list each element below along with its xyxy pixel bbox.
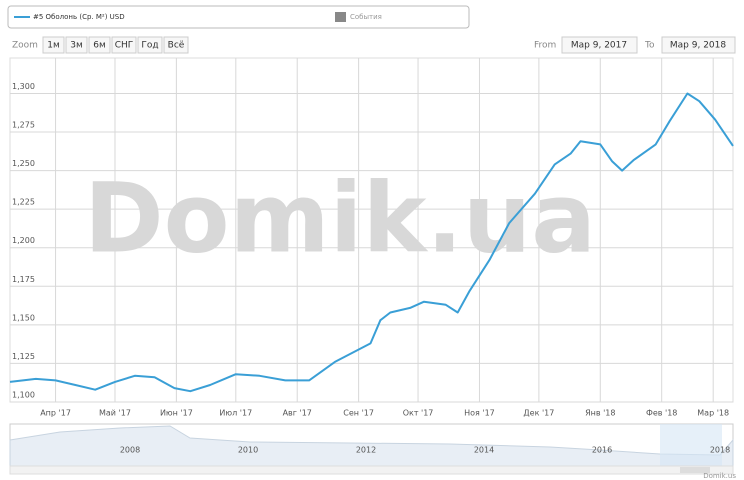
x-tick-label: Сен '17 xyxy=(343,409,374,418)
navigator-window[interactable] xyxy=(660,424,722,466)
navigator-label: 2014 xyxy=(474,446,494,455)
zoom-button-label[interactable]: Всё xyxy=(168,41,185,51)
navigator-area xyxy=(9,425,734,467)
x-tick-label: Апр '17 xyxy=(40,409,71,418)
legend-box xyxy=(7,5,470,29)
zoom-button[interactable] xyxy=(137,36,163,54)
from-input[interactable] xyxy=(561,36,638,54)
events-swatch xyxy=(335,12,346,22)
x-tick-label: Авг '17 xyxy=(283,409,312,418)
watermark: Domik.ua xyxy=(84,162,596,274)
events-label[interactable]: События xyxy=(350,13,382,21)
y-tick-label: 1,175 xyxy=(12,275,35,284)
zoom-button[interactable] xyxy=(111,36,137,54)
from-value[interactable]: Map 9, 2017 xyxy=(571,41,627,51)
y-tick-label: 1,150 xyxy=(12,313,35,322)
y-tick-label: 1,300 xyxy=(12,82,35,91)
plot xyxy=(9,92,734,393)
to-input[interactable] xyxy=(661,36,736,54)
zoom-button-label[interactable]: Год xyxy=(141,41,158,51)
zoom-button-label[interactable]: СНГ xyxy=(115,41,134,51)
x-tick-label: Янв '18 xyxy=(585,409,615,418)
zoom-button[interactable] xyxy=(42,36,65,54)
navigator-label: 2010 xyxy=(238,446,258,455)
x-tick-label: Фев '18 xyxy=(646,409,677,418)
to-value[interactable]: Map 9, 2018 xyxy=(670,41,726,51)
zoom-button[interactable] xyxy=(88,36,111,54)
x-tick-label: Июл '17 xyxy=(219,409,252,418)
x-tick-label: Дек '17 xyxy=(523,409,554,418)
zoom-buttons: 1м 3м 6м СНГ Год Всё xyxy=(42,36,189,54)
zoom-button[interactable] xyxy=(65,36,88,54)
navigator-labels: 2008 2010 2012 2014 2016 2018 xyxy=(120,446,730,455)
navigator-label: 2008 xyxy=(120,446,140,455)
grid: 1,100 1,125 1,150 1,175 1,200 1,225 1,250 1,275… xyxy=(9,57,734,418)
x-tick-label: Мар '18 xyxy=(697,409,729,418)
x-tick-label: Май '17 xyxy=(99,409,131,418)
x-tick-label: Июн '17 xyxy=(160,409,193,418)
y-tick-label: 1,275 xyxy=(12,121,35,130)
navigator-label: 2012 xyxy=(356,446,376,455)
zoom-button[interactable] xyxy=(163,36,189,54)
y-tick-label: 1,225 xyxy=(12,198,35,207)
x-tick-label: Ноя '17 xyxy=(464,409,495,418)
plot-frame xyxy=(9,57,734,403)
scrollbar-thumb[interactable] xyxy=(680,467,710,473)
scrollbar[interactable] xyxy=(9,465,734,475)
zoom-button-label[interactable]: 1м xyxy=(47,41,60,51)
navigator-label: 2018 xyxy=(710,446,730,455)
y-tick-label: 1,200 xyxy=(12,236,35,245)
zoom-button-label[interactable]: 3м xyxy=(70,41,83,51)
data-line xyxy=(9,92,734,393)
to-label: To xyxy=(644,41,655,51)
zoom-label: Zoom xyxy=(12,41,38,51)
legend-label[interactable]: #5 Оболонь (Ср. М²) USD xyxy=(33,13,125,21)
y-tick-label: 1,125 xyxy=(12,352,35,361)
x-tick-label: Окт '17 xyxy=(403,409,434,418)
y-tick-label: 1,250 xyxy=(12,159,35,168)
zoom-button-label[interactable]: 6м xyxy=(93,41,106,51)
credit: Domik.us xyxy=(703,472,736,480)
y-tick-label: 1,100 xyxy=(12,391,35,400)
from-label: From xyxy=(534,41,556,51)
navigator-label: 2016 xyxy=(592,446,612,455)
